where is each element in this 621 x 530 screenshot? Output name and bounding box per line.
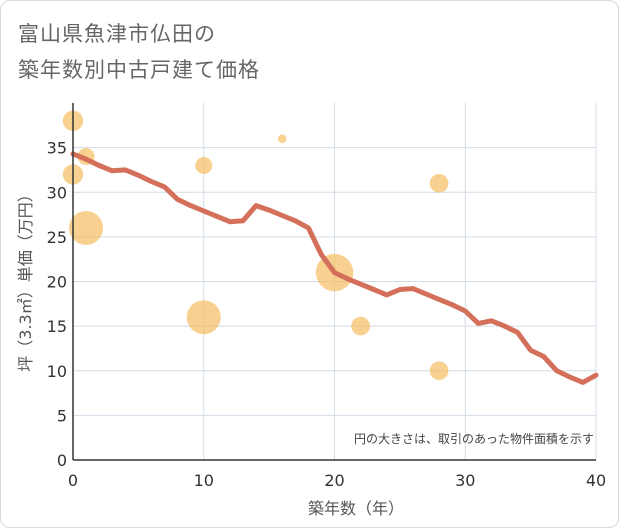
x-tick-label: 30 (455, 471, 475, 490)
chart-title-line2: 築年数別中古戸建て価格 (18, 58, 260, 82)
y-axis-label: 坪（3.3㎡）単価（万円） (16, 186, 35, 371)
data-bubble (429, 361, 449, 381)
data-bubble (429, 173, 449, 193)
y-tick-label: 20 (47, 273, 67, 292)
data-bubble (351, 316, 370, 336)
y-tick-label: 25 (47, 228, 67, 247)
chart-title-line1: 富山県魚津市仏田の (18, 22, 216, 46)
y-tick-label: 0 (57, 451, 67, 470)
x-axis-label: 築年数（年） (308, 499, 404, 518)
y-tick-label: 5 (57, 406, 67, 425)
y-tick-label: 10 (47, 362, 67, 381)
bubble-size-note: 円の大きさは、取引のあった物件面積を示す (354, 431, 594, 446)
x-tick-label: 20 (324, 471, 344, 490)
y-tick-label: 30 (47, 183, 67, 202)
bubble-layer (62, 110, 449, 381)
x-tick-label: 10 (194, 471, 214, 490)
x-tick-label: 0 (68, 471, 78, 490)
trend-line (70, 151, 599, 385)
axis-layer: 0 5 10 15 20 25 30 35 0 10 20 30 40 (47, 103, 606, 490)
y-tick-label: 35 (47, 139, 67, 158)
data-bubble (195, 156, 213, 174)
x-tick-label: 40 (586, 471, 606, 490)
y-tick-label: 15 (47, 317, 67, 336)
data-bubble (186, 300, 221, 335)
trend-line-layer (70, 151, 599, 385)
data-bubble (69, 210, 104, 245)
data-bubble (277, 134, 287, 143)
